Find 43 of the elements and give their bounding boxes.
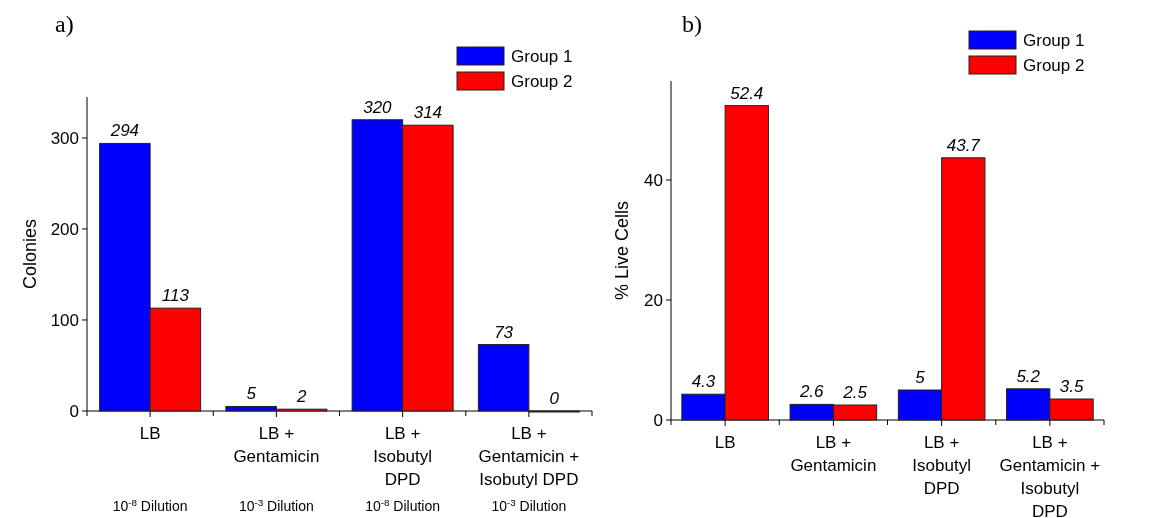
data-label: 2.6 xyxy=(798,382,825,402)
data-label: 5.2 xyxy=(1016,366,1041,386)
x-tick-label: LB xyxy=(139,424,161,443)
data-label: 52.4 xyxy=(730,83,764,103)
y-tick-label: 20 xyxy=(644,290,663,310)
data-label: 5 xyxy=(915,368,926,387)
data-label: 0 xyxy=(549,389,560,408)
data-label: 2 xyxy=(295,387,307,407)
y-tick-label: 0 xyxy=(69,401,79,421)
chart-title: b) xyxy=(682,11,702,37)
x-tick-label: LB + Isobutyl DPD xyxy=(373,424,432,489)
x-tick-label: LB + Gentamicin xyxy=(790,433,877,475)
x-tick-label: LB + Gentamicin + Isobutyl DPD xyxy=(478,424,580,489)
data-label: 73 xyxy=(494,322,514,342)
legend-label: Group 2 xyxy=(511,71,573,91)
x-tick-label: LB xyxy=(714,433,736,452)
y-axis-title: Colonies xyxy=(20,218,40,290)
y-tick-label: 100 xyxy=(50,310,79,330)
data-label: 314 xyxy=(413,103,443,123)
y-axis-title: % Live Cells xyxy=(612,200,632,301)
text: 10$^{-3}$ Dilution xyxy=(238,496,314,514)
legend-label: Group 1 xyxy=(1023,30,1085,50)
data-label: 5 xyxy=(246,384,257,404)
legend-label: Group 1 xyxy=(511,46,573,66)
chart-title: a) xyxy=(55,11,74,37)
text: 10$^{-3}$ Dilution xyxy=(491,496,567,514)
y-tick-label: 300 xyxy=(50,128,79,148)
data-label: 3.5 xyxy=(1059,377,1084,396)
data-label: 4.3 xyxy=(691,372,716,392)
data-label: 294 xyxy=(109,121,140,141)
x-tick-label: LB + Gentamicin xyxy=(233,424,320,466)
y-tick-label: 200 xyxy=(50,219,79,239)
x-tick-label: LB + Gentamicin + Isobutyl DPD xyxy=(999,433,1101,518)
data-label: 113 xyxy=(161,286,190,306)
x-tick-label: LB + Isobutyl DPD xyxy=(912,433,971,498)
text: 10$^{-8}$ Dilution xyxy=(365,496,441,514)
y-tick-label: 40 xyxy=(644,170,663,190)
data-label: 320 xyxy=(363,97,393,117)
data-label: 43.7 xyxy=(946,135,981,155)
text: 10$^{-8}$ Dilution xyxy=(112,496,188,514)
legend-label: Group 2 xyxy=(1023,55,1085,75)
y-tick-label: 0 xyxy=(653,410,663,430)
data-label: 2.5 xyxy=(842,383,868,402)
